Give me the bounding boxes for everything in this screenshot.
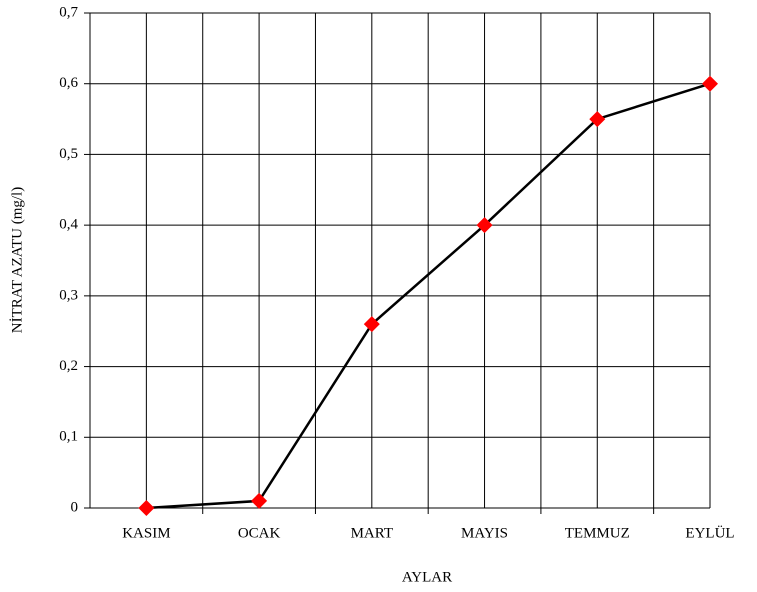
y-tick-label: 0,5 bbox=[59, 146, 78, 162]
x-tick-label: OCAK bbox=[238, 525, 281, 541]
x-axis-label: AYLAR bbox=[402, 569, 452, 585]
x-tick-label: MAYIS bbox=[461, 525, 508, 541]
x-tick-label: EYLÜL bbox=[685, 524, 734, 541]
y-tick-label: 0,1 bbox=[59, 429, 78, 445]
x-tick-label: TEMMUZ bbox=[565, 525, 630, 541]
y-axis-label: NİTRAT AZATU (mg/l) bbox=[9, 187, 25, 333]
y-tick-label: 0,2 bbox=[59, 358, 78, 374]
data-point bbox=[363, 316, 380, 333]
data-point bbox=[476, 217, 493, 234]
y-tick-label: 0,3 bbox=[59, 287, 78, 303]
data-point bbox=[138, 500, 155, 516]
data-point bbox=[251, 492, 268, 509]
y-tick-label: 0 bbox=[71, 499, 79, 515]
data-point bbox=[589, 111, 606, 128]
y-tick-label: 0,4 bbox=[59, 217, 78, 233]
y-tick-label: 0,7 bbox=[59, 4, 78, 20]
data-point bbox=[702, 75, 718, 92]
x-tick-label: KASIM bbox=[122, 525, 170, 541]
y-tick-label: 0,6 bbox=[59, 75, 78, 91]
x-tick-label: MART bbox=[351, 525, 393, 541]
series-line bbox=[146, 82, 711, 510]
